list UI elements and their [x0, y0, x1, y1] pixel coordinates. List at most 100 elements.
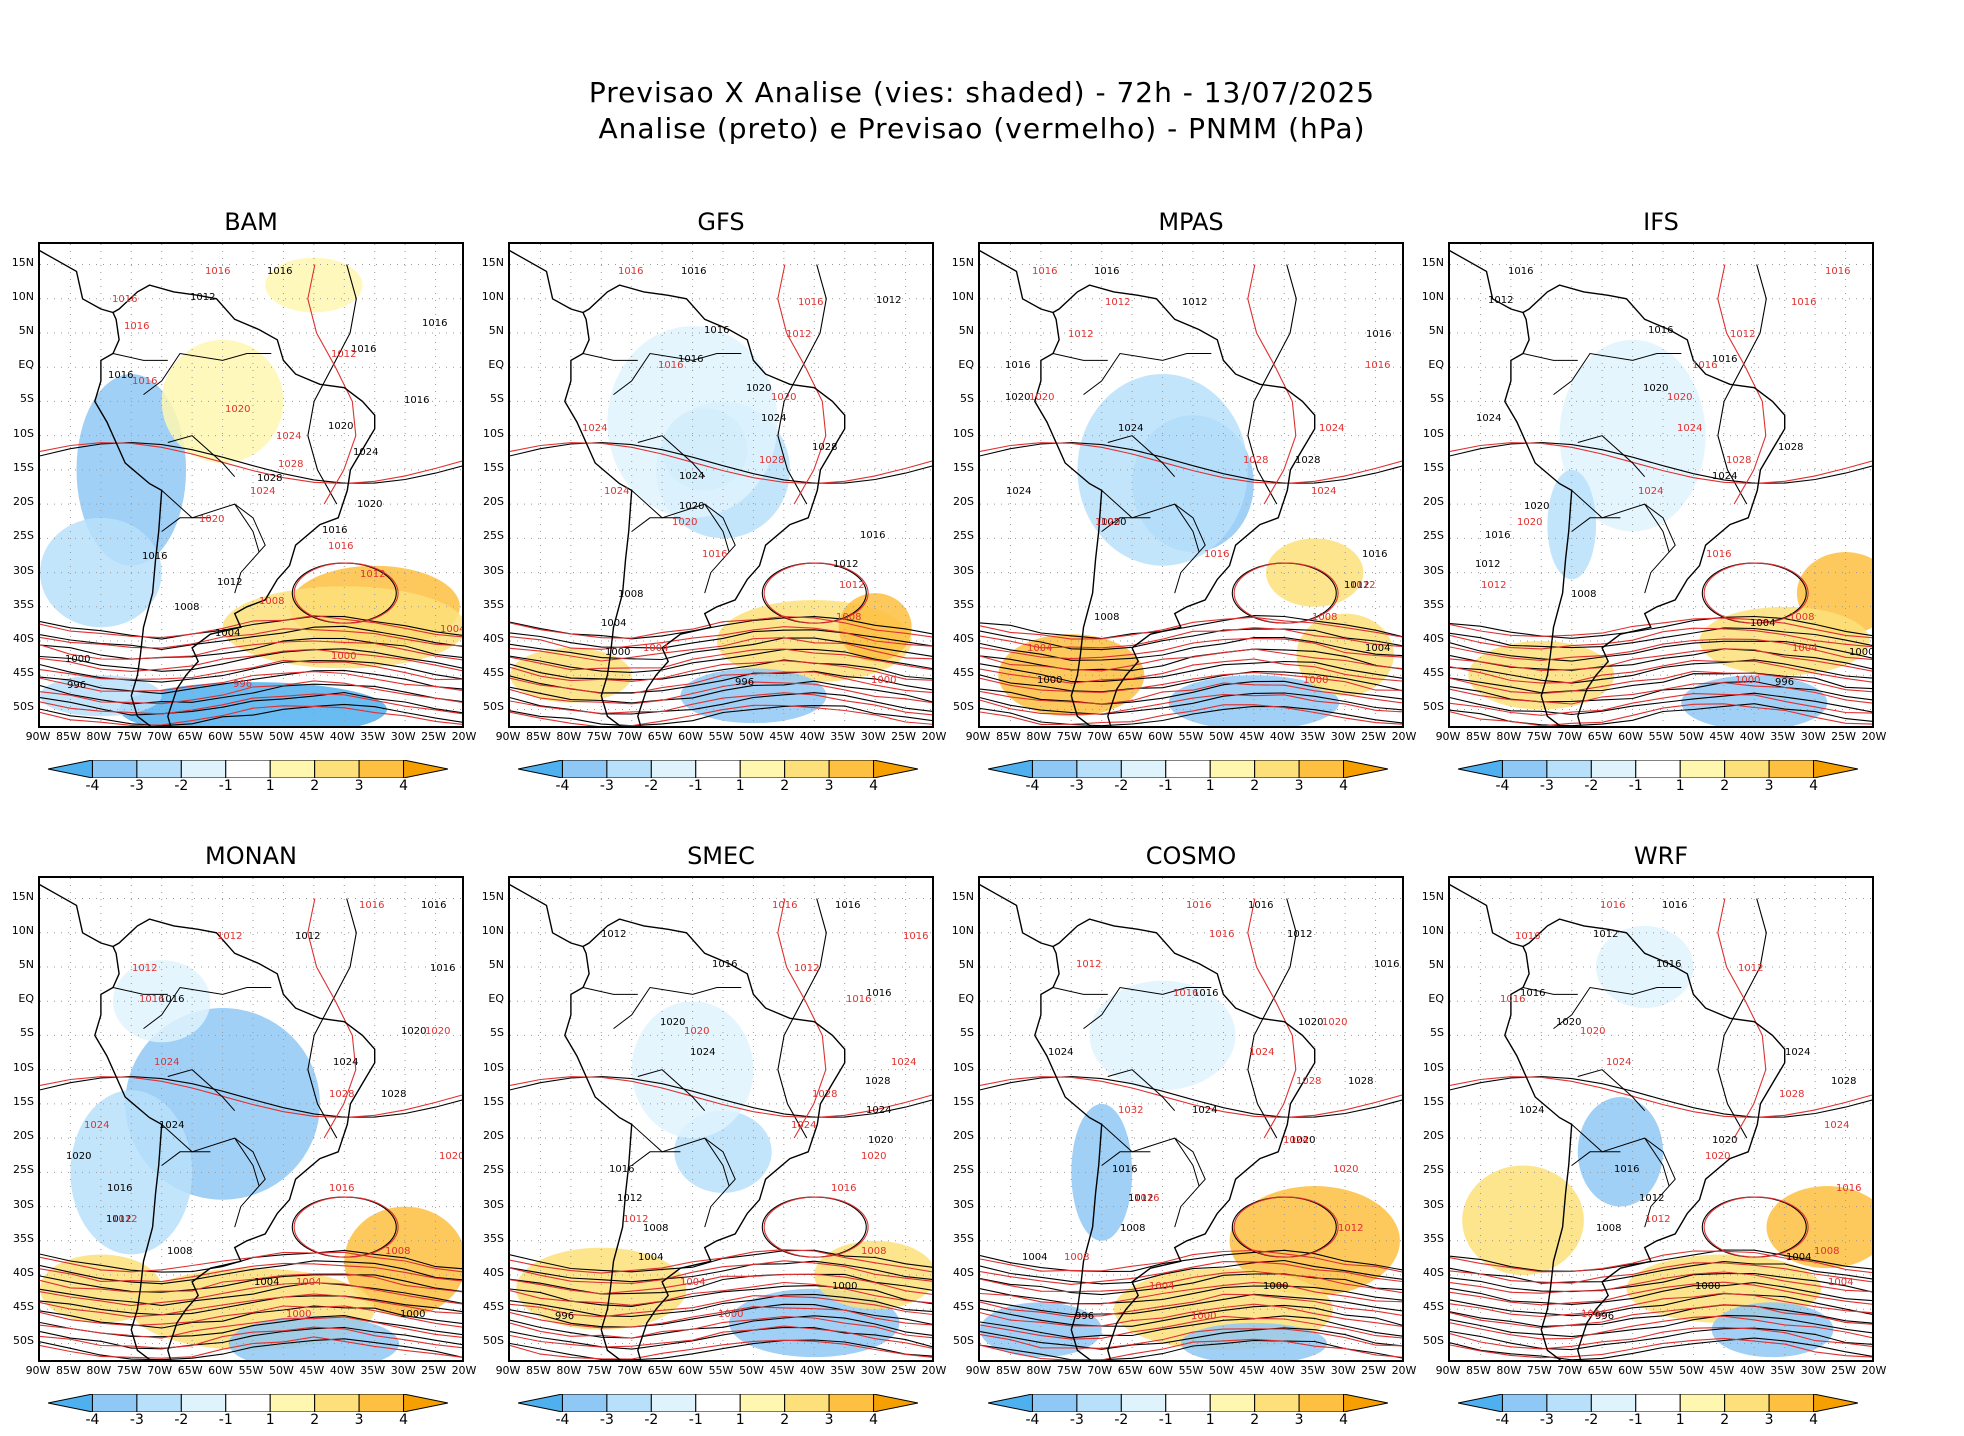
colorbar-segment	[1546, 1393, 1592, 1413]
colorbar-segment	[1679, 759, 1726, 779]
colorbar-segment	[828, 1393, 875, 1413]
lat-tick-label: 5S	[1430, 392, 1444, 406]
contour-label: 1020	[425, 1026, 450, 1037]
contour-label: 1012	[839, 580, 864, 591]
lon-tick-label: 20W	[451, 730, 477, 743]
contour-label: 1020	[1095, 517, 1120, 528]
bias-shading	[1180, 1322, 1327, 1360]
colorbar-tick-label: 3	[824, 778, 834, 794]
colorbar-arrow-right	[873, 759, 919, 779]
contour-label: 1016	[421, 900, 446, 911]
analysis-isobar	[980, 1327, 1402, 1350]
colorbar-segment	[1635, 759, 1681, 779]
map-canvas: 1016101210161016102010241028102410201016…	[510, 244, 932, 726]
lat-tick-label: 10N	[1421, 923, 1444, 937]
contour-label: 1020	[1322, 1017, 1347, 1028]
contour-label: 1000	[871, 675, 896, 686]
lat-tick-label: 15S	[953, 1094, 974, 1108]
contour-label: 1012	[1593, 929, 1618, 940]
forecast-isobar	[40, 1262, 462, 1283]
lat-tick-label: 45S	[13, 1300, 34, 1314]
lon-tick-label: 70W	[1557, 1364, 1583, 1377]
lon-tick-label: 45W	[299, 730, 325, 743]
lon-tick-label: 75W	[116, 730, 142, 743]
contour-label: 1000	[331, 651, 356, 662]
lat-tick-label: 50S	[13, 1334, 34, 1348]
contour-label: 1024	[1006, 486, 1031, 497]
isobar-1020	[980, 1075, 1402, 1118]
lat-tick-label: 40S	[953, 632, 974, 645]
contour-label: 1024	[1677, 423, 1702, 434]
contour-label: 1016	[1112, 1164, 1137, 1175]
map-canvas: 1016101210161016102010241028102410201016…	[980, 244, 1402, 726]
contour-label: 1016	[422, 318, 447, 329]
lon-tick-label: 65W	[647, 730, 673, 743]
lon-tick-label: 30W	[390, 1364, 416, 1377]
contour-label: 1012	[1128, 1193, 1153, 1204]
lat-tick-label: 15S	[1423, 460, 1444, 474]
contour-label: 1004	[1828, 1277, 1853, 1288]
colorbar-segment	[1590, 759, 1637, 779]
lon-tick-label: 40W	[1269, 730, 1295, 743]
colorbar-segment	[606, 759, 652, 779]
lon-tick-label: 70W	[617, 1364, 643, 1377]
lon-tick-label: 30W	[390, 730, 416, 743]
lon-tick-label: 90W	[25, 1364, 51, 1377]
lon-tick-label: 25W	[421, 730, 446, 743]
lon-tick-label: 25W	[421, 1364, 446, 1377]
contour-label: 1012	[331, 349, 356, 360]
contour-label: 1012	[112, 1214, 137, 1225]
analysis-isobar	[40, 1305, 462, 1329]
country-border	[1101, 1124, 1200, 1187]
contour-label: 1008	[1312, 612, 1337, 623]
isobar-1020	[510, 1076, 932, 1119]
contour-label: 1008	[385, 1246, 410, 1257]
contour-label: 1000	[832, 1281, 857, 1292]
country-border	[704, 503, 736, 594]
contour-label: 1020	[199, 514, 224, 525]
contour-label: 1012	[1481, 580, 1506, 591]
contour-label: 1024	[250, 486, 275, 497]
lat-tick-label: 10S	[483, 1060, 504, 1074]
lat-tick-label: 30S	[13, 563, 34, 577]
lon-tick-label: 45W	[769, 1364, 795, 1377]
colorbar-tick-label: 1	[1675, 1412, 1685, 1428]
contour-label: 1024	[690, 1047, 715, 1058]
lon-tick-label: 90W	[1435, 730, 1461, 743]
contour-label: 1020	[1517, 517, 1542, 528]
forecast-isobar	[510, 1281, 932, 1306]
contour-label: 1016	[831, 1183, 856, 1194]
contour-label: 1020	[1029, 392, 1054, 403]
contour-label: 1016	[1005, 360, 1030, 371]
lat-tick-label: 15S	[953, 460, 974, 474]
contour-label: 1008	[1814, 1246, 1839, 1257]
lon-tick-label: 70W	[147, 1364, 173, 1377]
lat-tick-label: EQ	[488, 992, 504, 1006]
contour-label: 1024	[791, 1120, 816, 1131]
map-canvas: 1016101210161016101610161020102410281020…	[40, 244, 462, 726]
forecast-isobar	[980, 658, 1402, 684]
contour-label: 1000	[1263, 1281, 1288, 1292]
lat-tick-label: 10S	[483, 426, 504, 440]
forecast-isobar	[1450, 693, 1872, 716]
lon-tick-label: 55W	[1648, 730, 1674, 743]
forecast-isobar	[40, 1282, 462, 1307]
country-border	[613, 986, 742, 1029]
forecast-isobar	[510, 1249, 932, 1274]
lat-tick-label: 35S	[483, 1231, 504, 1245]
contour-label: 1024	[154, 1057, 179, 1068]
lon-tick-label: 50W	[738, 730, 764, 743]
country-border	[1083, 352, 1212, 395]
colorbar-segment	[1209, 759, 1256, 779]
contour-label: 1016	[322, 525, 347, 536]
forecast-isobar	[980, 1315, 1402, 1340]
lon-tick-label: 55W	[238, 1364, 264, 1377]
lat-tick-label: 25S	[13, 1163, 34, 1177]
lon-tick-label: 80W	[1026, 730, 1052, 743]
contour-label: 1016	[267, 266, 292, 277]
colorbar-segment	[314, 759, 360, 779]
map-gfs: 1016 1012 1016 1016 1020 1024 1028 1024 1020 1016…	[508, 242, 934, 728]
lon-tick-label: 65W	[1117, 1364, 1143, 1377]
country-border	[161, 1151, 211, 1166]
colorbar-tick-label: 2	[780, 1412, 790, 1428]
